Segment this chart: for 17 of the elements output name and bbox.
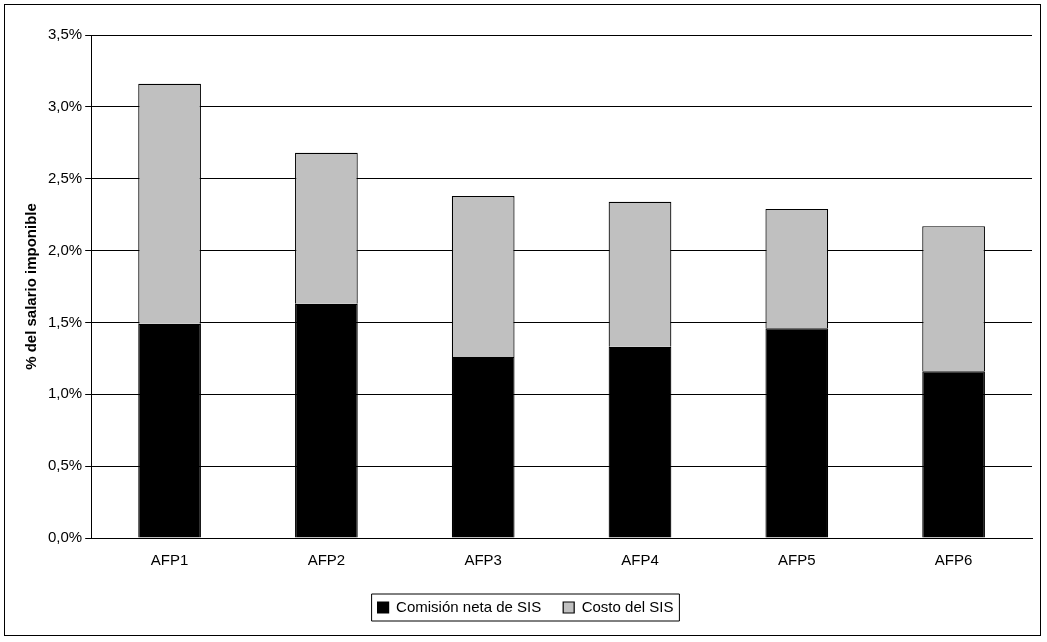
x-tick-label: AFP4 (621, 551, 659, 569)
y-tick-label: 2,0% (47, 240, 83, 258)
y-tick-label: 1,5% (47, 312, 83, 330)
y-tick-label: 0,0% (47, 528, 83, 546)
x-tick-label: AFP5 (778, 551, 816, 569)
y-tick-label: 2,5% (47, 168, 83, 186)
y-tick-label: 0,5% (47, 456, 83, 474)
legend-label: Costo del SIS (581, 597, 674, 615)
y-tick-label: 3,0% (47, 97, 83, 114)
y-axis-title: % del salario imponible (22, 203, 40, 370)
x-tick-label: AFP1 (150, 551, 189, 569)
y-tick-label: 3,5% (47, 25, 83, 43)
x-tick-label: AFP6 (934, 551, 973, 569)
x-tick-label: AFP3 (464, 551, 502, 569)
legend-label: Comisión neta de SIS (396, 597, 542, 615)
y-tick-label: 1,0% (47, 384, 83, 402)
x-tick-label: AFP2 (307, 551, 346, 569)
